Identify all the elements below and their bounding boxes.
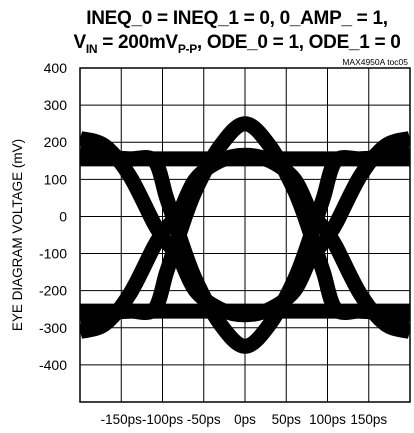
y-tick-label: 200 <box>44 134 68 150</box>
x-tick-label: 50ps <box>272 412 302 427</box>
x-tick-label: 0ps <box>234 412 256 427</box>
chart-title-line-1: INEQ_0 = INEQ_1 = 0, 0_AMP_ = 1, <box>86 8 388 29</box>
x-tick-label: 150ps <box>350 412 387 427</box>
x-tick-labels: -150ps -100ps -50ps 0ps 50ps 100ps 150ps <box>101 412 388 427</box>
x-tick-label: -150ps <box>101 412 143 427</box>
y-axis-label: EYE DIAGRAM VOLTAGE (mV) <box>10 139 25 331</box>
y-tick-label: 400 <box>44 60 68 76</box>
x-tick-label: 100ps <box>309 412 346 427</box>
x-tick-label: -50ps <box>187 412 221 427</box>
y-tick-label: -300 <box>39 320 67 336</box>
eye-traces <box>80 116 410 354</box>
plot-frame <box>79 67 411 403</box>
figure-reference: MAX4950A toc05 <box>342 57 408 67</box>
y-tick-label: 300 <box>44 97 68 113</box>
chart-title-line-2-text: VIN = 200mVP-P, ODE_0 = 1, ODE_1 = 0 <box>73 32 401 56</box>
y-tick-labels: 400 300 200 100 0 -100 -200 -300 -400 <box>39 60 67 373</box>
y-tick-label: 0 <box>59 208 67 224</box>
chart-title-line-2: VIN = 200mVP-P, ODE_0 = 1, ODE_1 = 0 <box>60 32 414 56</box>
y-tick-label: -200 <box>39 283 67 299</box>
y-tick-label: -100 <box>39 246 67 262</box>
y-tick-label: -400 <box>39 357 67 373</box>
x-tick-label: -100ps <box>142 412 184 427</box>
y-tick-label: 100 <box>44 171 68 187</box>
